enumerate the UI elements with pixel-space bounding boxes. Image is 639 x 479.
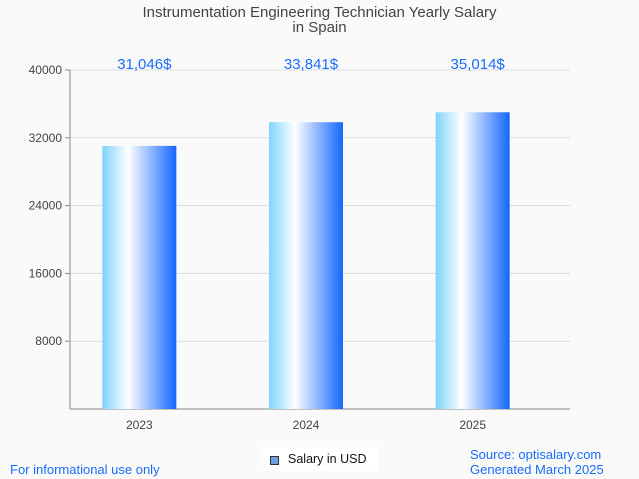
x-tick-label: 2025 bbox=[459, 418, 486, 432]
bar bbox=[269, 122, 343, 410]
data-label: 35,014$ bbox=[451, 56, 506, 73]
legend-label: Salary in USD bbox=[288, 452, 367, 466]
y-tick-label: 16000 bbox=[29, 266, 63, 280]
legend: Salary in USD bbox=[263, 447, 378, 471]
disclaimer: For informational use only bbox=[10, 462, 160, 477]
x-tick-label: 2023 bbox=[126, 418, 153, 432]
x-tick-label: 2024 bbox=[293, 418, 320, 432]
y-tick-label: 40000 bbox=[29, 63, 63, 77]
chart-title: Instrumentation Engineering Technician Y… bbox=[142, 4, 497, 21]
y-tick-label: 24000 bbox=[29, 199, 63, 213]
chart-title-line2: in Spain bbox=[292, 19, 347, 36]
legend-swatch bbox=[270, 456, 279, 465]
bar bbox=[435, 112, 510, 409]
source-text: Source: optisalary.com bbox=[470, 447, 602, 462]
bar bbox=[102, 145, 177, 410]
data-label: 31,046$ bbox=[117, 56, 172, 73]
generated-text: Generated March 2025 bbox=[470, 462, 604, 477]
y-tick-label: 8000 bbox=[35, 334, 62, 348]
data-label: 33,841$ bbox=[284, 56, 339, 73]
y-tick-label: 32000 bbox=[29, 131, 63, 145]
